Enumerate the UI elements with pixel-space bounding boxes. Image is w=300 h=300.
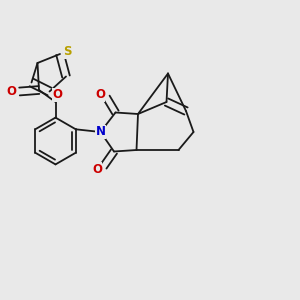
Text: N: N — [95, 125, 106, 139]
Text: O: O — [52, 88, 62, 101]
Text: S: S — [63, 45, 72, 58]
Text: O: O — [95, 88, 105, 101]
Text: O: O — [92, 163, 102, 176]
Text: O: O — [6, 85, 16, 98]
